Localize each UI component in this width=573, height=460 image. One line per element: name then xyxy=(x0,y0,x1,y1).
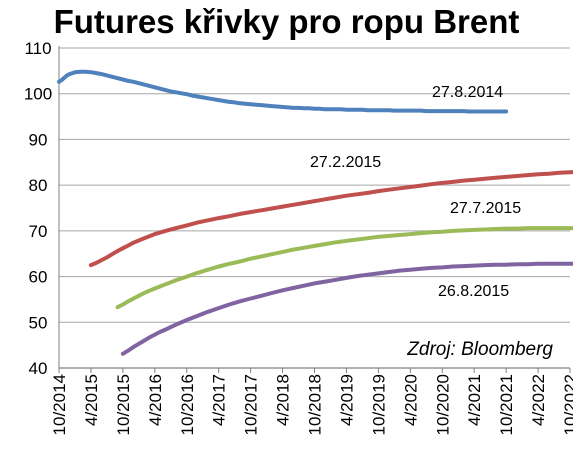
x-tick-label: 10/2015 xyxy=(114,374,133,435)
gridlines xyxy=(59,47,570,323)
y-tick-label: 110 xyxy=(24,39,51,58)
series-line-27.7.2015 xyxy=(115,226,573,310)
x-tick-label: 10/2014 xyxy=(50,374,69,435)
x-tick-label: 4/2019 xyxy=(337,374,356,426)
y-tick-label: 50 xyxy=(29,313,48,332)
series-label: 27.8.2014 xyxy=(432,84,503,101)
x-tick-label: 10/2022 xyxy=(561,374,573,435)
x-tick-label: 10/2016 xyxy=(178,374,197,435)
series-line-27.8.2014 xyxy=(57,69,509,114)
series-lines xyxy=(57,69,573,356)
y-tick-label: 90 xyxy=(29,130,48,149)
x-tick-label: 4/2017 xyxy=(210,374,229,426)
y-axis: 40 50 60 70 80 90 100 110 xyxy=(24,39,60,378)
x-tick-label: 4/2021 xyxy=(465,374,484,426)
series-label: 27.2.2015 xyxy=(310,154,381,171)
x-tick-label: 10/2021 xyxy=(497,374,516,435)
series-line-27.2.2015 xyxy=(88,170,573,268)
x-tick-label: 4/2022 xyxy=(529,374,548,426)
x-tick-label: 4/2016 xyxy=(146,374,165,426)
x-tick-label: 10/2017 xyxy=(242,374,261,435)
x-axis: 10/2014 4/2015 10/2015 4/2016 10/2016 4/2017 1… xyxy=(50,367,573,435)
chart-title: Futures křivky pro ropu Brent xyxy=(53,3,520,40)
x-tick-label: 10/2019 xyxy=(369,374,388,435)
source-label: Zdroj: Bloomberg xyxy=(406,339,553,360)
series-line-26.8.2015 xyxy=(120,261,573,356)
series-label: 27.7.2015 xyxy=(450,200,521,217)
x-tick-label: 4/2015 xyxy=(82,374,101,426)
series-labels: 27.8.2014 27.2.2015 27.7.2015 26.8.2015 xyxy=(310,84,521,300)
series-label: 26.8.2015 xyxy=(438,283,509,300)
x-tick-label: 4/2020 xyxy=(401,374,420,426)
y-tick-label: 70 xyxy=(29,222,48,241)
x-tick-label: 4/2018 xyxy=(274,374,293,426)
y-tick-label: 80 xyxy=(29,176,48,195)
y-tick-label: 40 xyxy=(29,359,48,378)
x-tick-label: 10/2020 xyxy=(433,374,452,435)
x-tick-label: 10/2018 xyxy=(306,374,325,435)
y-tick-label: 60 xyxy=(29,268,48,287)
y-tick-label: 100 xyxy=(24,85,52,104)
